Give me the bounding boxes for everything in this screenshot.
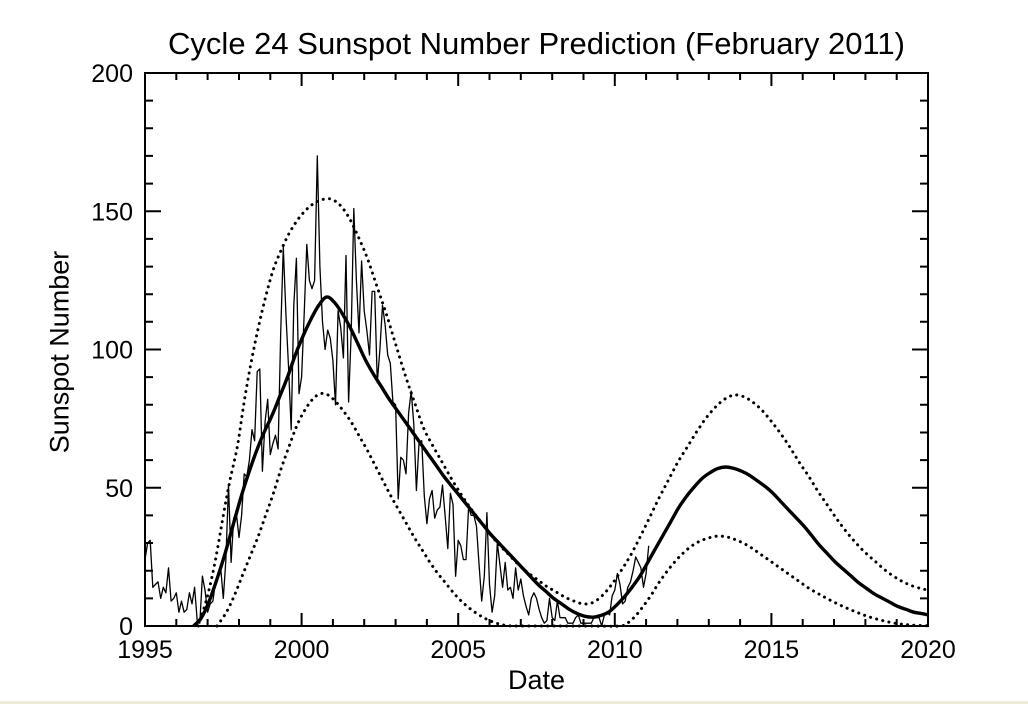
x-tick-label: 2020 xyxy=(900,636,956,664)
x-tick-labels: 1995 2000 2005 2010 2015 2020 xyxy=(117,636,956,664)
y-tick-labels: 0 50 100 150 200 xyxy=(91,60,133,641)
y-tick-label: 150 xyxy=(91,198,133,226)
y-tick-label: 50 xyxy=(105,475,133,503)
prediction-upper-bound-line xyxy=(196,197,930,628)
x-tick-label: 2015 xyxy=(744,636,800,664)
predicted-smoothed-sunspot-number-line xyxy=(192,295,929,628)
axes-frame xyxy=(144,72,929,627)
chart-title: Cycle 24 Sunspot Number Prediction (Febr… xyxy=(168,26,905,61)
y-tick-label: 0 xyxy=(119,613,133,641)
prediction-lower-bound-line xyxy=(215,391,930,628)
x-tick-label: 2010 xyxy=(587,636,643,664)
x-tick-label: 2005 xyxy=(430,636,486,664)
y-tick-label: 200 xyxy=(91,60,133,88)
axis-ticks xyxy=(144,72,929,627)
bottom-edge-line xyxy=(0,701,1028,704)
y-tick-label: 100 xyxy=(91,337,133,365)
x-axis-label: Date xyxy=(507,665,566,695)
x-tick-label: 2000 xyxy=(274,636,330,664)
x-tick-label: 1995 xyxy=(117,636,173,664)
observed-monthly-sunspot-number-line xyxy=(144,155,650,627)
